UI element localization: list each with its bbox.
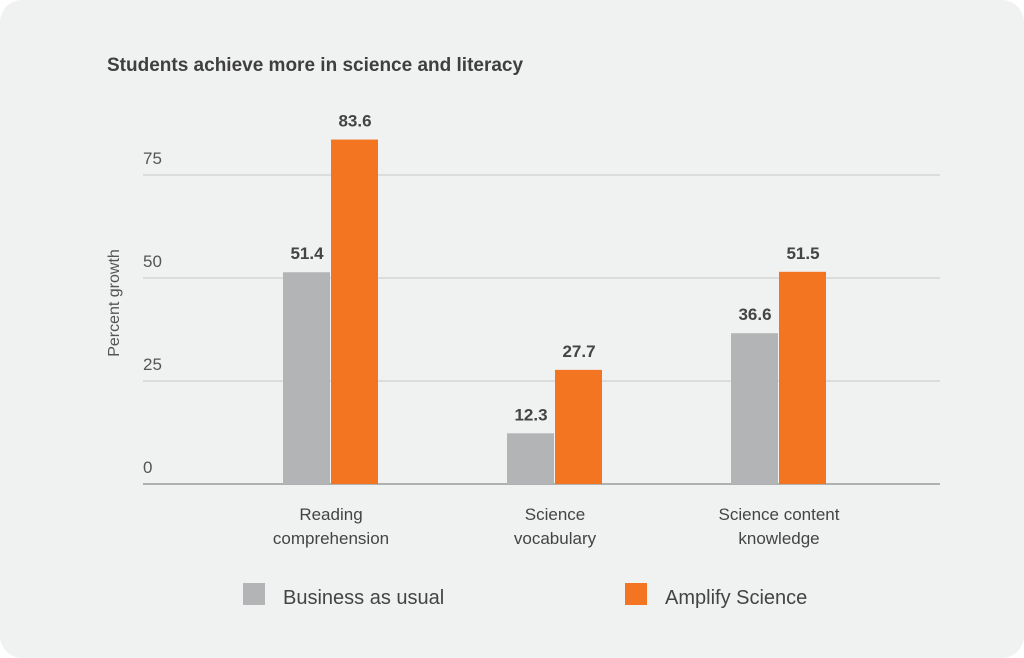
data-label: 83.6: [338, 112, 371, 131]
y-tick-label: 75: [143, 149, 162, 168]
bar-business: [731, 333, 778, 484]
x-category-label: Science content: [719, 505, 840, 524]
bar-business: [507, 433, 554, 484]
y-tick-label: 25: [143, 355, 162, 374]
x-category-label: Reading: [299, 505, 362, 524]
data-label: 51.4: [290, 244, 324, 263]
y-tick-label: 50: [143, 252, 162, 271]
y-axis-label: Percent growth: [106, 249, 123, 357]
legend-label: Business as usual: [283, 587, 444, 609]
x-category-label: comprehension: [273, 529, 389, 548]
bar-business: [283, 272, 330, 484]
x-category-label: vocabulary: [514, 529, 597, 548]
chart-title: Students achieve more in science and lit…: [107, 55, 523, 76]
data-label: 27.7: [562, 342, 595, 361]
legend-swatch: [625, 583, 647, 605]
bar-amplify: [555, 369, 602, 484]
legend-label: Amplify Science: [665, 587, 807, 609]
legend-swatch: [243, 583, 265, 605]
data-label: 12.3: [514, 405, 547, 424]
data-label: 51.5: [786, 244, 819, 263]
bar-amplify: [779, 271, 826, 484]
x-category-label: Science: [525, 505, 585, 524]
data-label: 36.6: [738, 305, 771, 324]
bar-amplify: [331, 139, 378, 484]
x-category-label: knowledge: [738, 529, 819, 548]
y-tick-label: 0: [143, 458, 152, 477]
